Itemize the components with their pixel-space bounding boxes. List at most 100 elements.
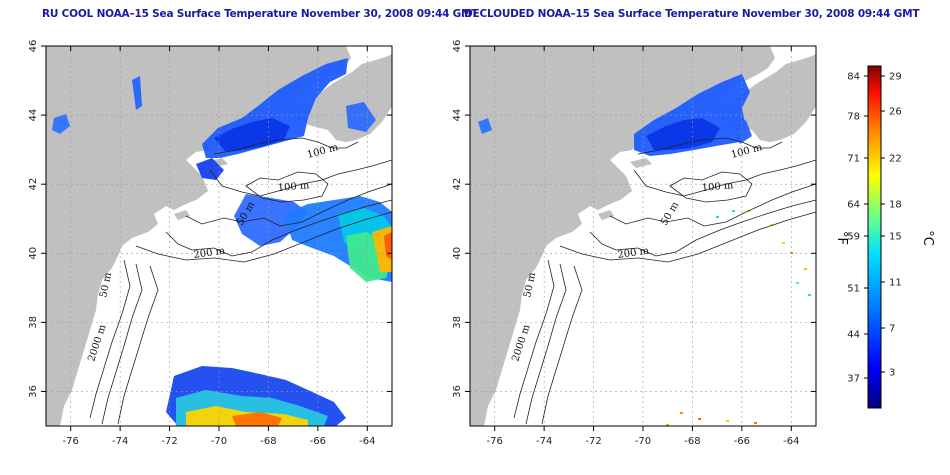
sst-pixel	[808, 294, 811, 296]
contour-label: 50 m	[98, 271, 114, 299]
x-tick-label: -68	[260, 436, 276, 447]
colorbar-c-tick-label: 29	[889, 72, 902, 83]
colorbar-f-tick-label: 59	[847, 232, 860, 243]
y-tick-label: 42	[452, 178, 463, 191]
colorbar-celsius-label: °C	[920, 230, 935, 246]
sst-pixel	[770, 224, 773, 226]
y-tick-label: 44	[452, 109, 463, 122]
bathymetry-contour	[117, 265, 159, 425]
land-island	[598, 210, 614, 220]
y-tick-label: 36	[28, 385, 39, 398]
y-tick-label: 40	[452, 247, 463, 260]
contour-label: 100 m	[277, 180, 310, 194]
bathymetry-contour	[89, 259, 131, 419]
y-tick-label: 40	[28, 247, 39, 260]
bathymetry-contour	[513, 259, 555, 419]
bathymetry-contour	[609, 183, 817, 227]
colorbar-c-tick-label: 15	[889, 232, 902, 243]
x-tick-label: -74	[536, 436, 552, 447]
colorbar-c-tick-label: 7	[889, 324, 895, 335]
sst-pixel	[748, 210, 751, 212]
sst-patch	[52, 114, 70, 134]
colorbar-f-tick-label: 78	[847, 112, 860, 123]
bathymetry-contour	[589, 199, 817, 257]
bathymetry-contour	[165, 199, 393, 257]
sst-patch	[346, 102, 376, 132]
bathymetry-contour	[633, 159, 817, 197]
contour-label: 200 m	[193, 246, 226, 261]
colorbar-c-tick-label: 22	[889, 154, 902, 165]
bathymetry-contour	[101, 263, 143, 425]
land-island	[174, 210, 190, 220]
sst-pixel	[698, 418, 701, 420]
sst-pixel	[732, 210, 735, 212]
land-island	[630, 158, 652, 168]
colorbar-c-tick-label: 3	[889, 368, 895, 379]
sst-pixel	[804, 268, 807, 270]
x-tick-label: -66	[734, 436, 750, 447]
y-tick-label: 38	[28, 316, 39, 329]
contour-label: 100 m	[701, 180, 734, 194]
sst-patch	[646, 118, 720, 150]
x-tick-label: -70	[635, 436, 651, 447]
colorbar-c-tick-label: 18	[889, 200, 902, 211]
y-tick-label: 42	[28, 178, 39, 191]
x-tick-label: -74	[112, 436, 128, 447]
colorbar-f-tick-label: 51	[847, 284, 860, 295]
colorbar-fahrenheit-label: °F	[834, 231, 849, 245]
sst-pixel	[782, 242, 785, 244]
sst-pixel	[680, 412, 683, 414]
colorbar: 84 78 71 64 59 51 44 37 29 26 22 18 15 11 7 3 °F °C	[834, 65, 935, 409]
bathymetry-contour	[209, 159, 393, 197]
bathymetry-contour	[185, 183, 393, 227]
x-tick-label: -64	[783, 436, 799, 447]
x-tick-label: -68	[684, 436, 700, 447]
sst-patch	[214, 118, 290, 152]
bathymetry-contour	[525, 263, 567, 425]
colorbar-c-tick-label: 11	[889, 278, 902, 289]
bathymetry-contour	[559, 211, 817, 263]
sst-patch	[132, 76, 142, 110]
sst-pixel	[716, 216, 719, 218]
x-tick-label: -66	[310, 436, 326, 447]
sst-pixel	[666, 424, 669, 426]
colorbar-f-tick-label: 64	[847, 200, 860, 211]
sst-pixel	[754, 422, 757, 424]
y-tick-label: 36	[452, 385, 463, 398]
sst-pixel	[796, 282, 799, 284]
left-panel-title: RU COOL NOAA–15 Sea Surface Temperature …	[42, 8, 479, 20]
colorbar-f-tick-label: 84	[847, 72, 860, 83]
bathymetry-contour	[637, 137, 783, 155]
bathymetry-contour	[213, 137, 359, 155]
land-mainland	[46, 46, 351, 426]
sst-pixel	[726, 420, 729, 422]
colorbar-gradient	[867, 65, 882, 409]
x-tick-label: -76	[63, 436, 79, 447]
colorbar-f-tick-label: 71	[847, 154, 860, 165]
y-tick-label: 46	[452, 40, 463, 53]
contour-label: 200 m	[617, 246, 650, 261]
y-tick-label: 38	[452, 316, 463, 329]
contour-label: 50 m	[522, 271, 538, 299]
land-mainland	[470, 46, 775, 426]
sst-patch	[232, 412, 282, 426]
x-tick-label: -64	[359, 436, 375, 447]
colorbar-f-tick-label: 44	[847, 330, 860, 341]
x-tick-label: -76	[487, 436, 503, 447]
bathymetry-contour	[669, 171, 753, 203]
bathymetry-contour	[245, 171, 329, 203]
sst-patch	[196, 158, 224, 180]
bathymetry-contour	[541, 265, 583, 425]
right-panel-title: DECLOUDED NOAA–15 Sea Surface Temperatur…	[464, 8, 920, 20]
x-tick-label: -70	[211, 436, 227, 447]
sst-patch	[478, 118, 492, 134]
colorbar-c-tick-label: 26	[889, 107, 902, 118]
colorbar-f-tick-label: 37	[847, 374, 860, 385]
bathymetry-contour	[135, 211, 393, 263]
x-tick-label: -72	[585, 436, 601, 447]
x-tick-label: -72	[161, 436, 177, 447]
y-tick-label: 44	[28, 109, 39, 122]
